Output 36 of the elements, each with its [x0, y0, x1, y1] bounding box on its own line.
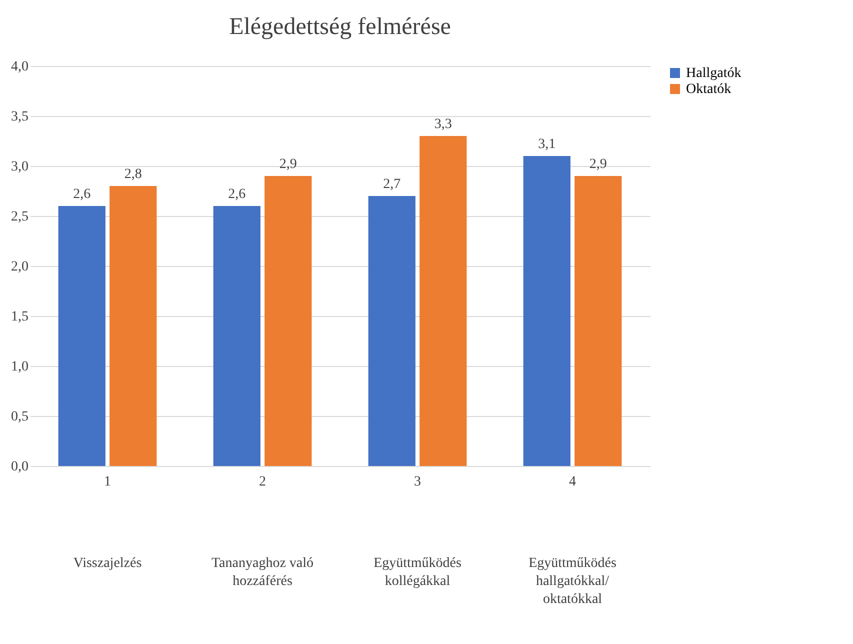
- legend-label: Oktatók: [686, 82, 732, 97]
- y-tick-label: 2,5: [11, 210, 28, 224]
- bar: [110, 186, 157, 466]
- bar: [58, 206, 106, 466]
- data-label: 3,3: [434, 117, 452, 132]
- bar: [420, 136, 467, 466]
- data-label: 2,8: [124, 167, 142, 182]
- data-label: 2,7: [383, 177, 401, 192]
- text: Együttműködés kollégákkal: [374, 556, 462, 589]
- bar: [264, 176, 312, 466]
- y-tick-label: 1,5: [11, 310, 28, 324]
- text: Együttműködés hallgatókkal/ oktatókkal: [528, 556, 616, 607]
- data-label: 2,6: [73, 187, 91, 202]
- legend-label: Hallgatók: [686, 66, 742, 81]
- x-tick-label: 3: [414, 474, 421, 490]
- y-tick-label: 0,0: [11, 460, 28, 474]
- data-label: 2,9: [589, 157, 607, 172]
- x-tick-label: 4: [569, 474, 576, 490]
- x-tick-label: 1: [104, 474, 111, 490]
- data-label: 2,9: [279, 157, 297, 172]
- y-tick-label: 0,5: [11, 410, 28, 424]
- bar: [213, 206, 260, 466]
- text: Visszajelzés: [73, 556, 142, 571]
- bar: [523, 156, 570, 466]
- y-tick-label: 2,0: [11, 260, 28, 274]
- bar: [574, 176, 622, 466]
- y-tick-label: 1,0: [11, 360, 28, 374]
- y-tick-label: 3,0: [11, 160, 28, 174]
- chart-title: Elégedettség felmérése: [229, 14, 451, 40]
- data-label: 3,1: [538, 137, 556, 152]
- x-tick-label: 2: [259, 474, 266, 490]
- bar: [368, 196, 416, 466]
- y-tick-label: 3,5: [11, 110, 28, 124]
- y-tick-label: 4,0: [11, 60, 28, 74]
- text: Tananyaghoz való hozzáférés: [211, 556, 314, 589]
- data-label: 2,6: [228, 187, 246, 202]
